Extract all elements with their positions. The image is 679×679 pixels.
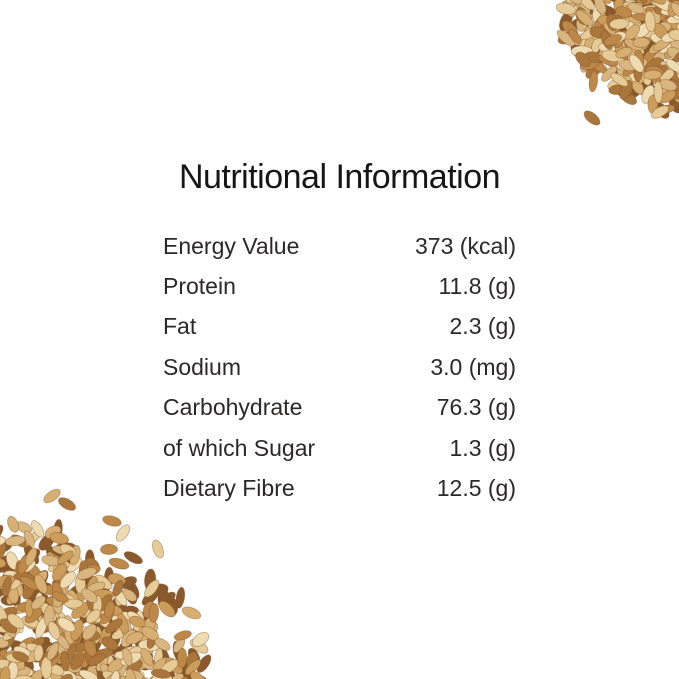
nutrient-label: Sodium <box>163 353 241 380</box>
nutrient-value: 2.3 (g) <box>449 313 516 340</box>
nutrient-label: Dietary Fibre <box>163 475 295 502</box>
table-row: Energy Value 373 (kcal) <box>163 226 516 266</box>
nutrient-value: 373 (kcal) <box>415 232 516 259</box>
table-row: Fat 2.3 (g) <box>163 307 516 347</box>
nutrient-value: 76.3 (g) <box>436 394 516 421</box>
table-row: Sodium 3.0 (mg) <box>163 347 516 387</box>
wheat-grains-top-right-icon <box>555 0 679 119</box>
nutrition-table: Energy Value 373 (kcal) Protein 11.8 (g)… <box>163 226 516 509</box>
nutrient-value: 11.8 (g) <box>438 273 516 300</box>
page-title: Nutritional Information <box>178 158 501 196</box>
table-row: Protein 11.8 (g) <box>163 266 516 306</box>
table-row: Dietary Fibre 12.5 (g) <box>163 468 516 508</box>
nutrient-value: 1.3 (g) <box>449 434 516 461</box>
nutrient-value: 3.0 (mg) <box>430 353 516 380</box>
table-row: Carbohydrate 76.3 (g) <box>163 388 516 428</box>
nutrient-label: Protein <box>163 273 236 300</box>
table-row: of which Sugar 1.3 (g) <box>163 428 516 468</box>
nutrient-label: Carbohydrate <box>163 394 303 421</box>
nutrient-label: Fat <box>163 313 197 340</box>
nutrient-label: Energy Value <box>163 232 300 259</box>
nutrient-label: of which Sugar <box>163 434 316 461</box>
nutrient-value: 12.5 (g) <box>436 475 516 502</box>
